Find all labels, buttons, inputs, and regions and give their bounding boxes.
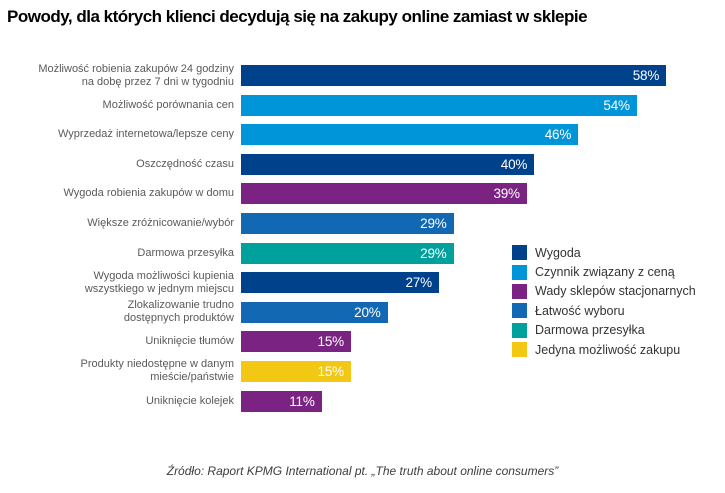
- category-label: Zlokalizowanie trudno dostępnych produktó…: [123, 299, 234, 325]
- bar-value-label: 46%: [544, 127, 572, 143]
- bar-track: 46%: [241, 124, 725, 146]
- bar-track: 29%: [241, 242, 725, 264]
- legend-swatch-icon: [512, 264, 527, 280]
- category-label: Darmowa przesyłka: [137, 246, 234, 259]
- legend-label: Darmowa przesyłka: [535, 323, 645, 338]
- bar-segment: 40%: [241, 153, 535, 175]
- bar-track: 54%: [241, 94, 725, 116]
- category-label: Wygoda możliwości kupienia wszystkiego w …: [84, 269, 234, 295]
- bar-row: Większe zróżnicowanie/wybór 29%: [0, 212, 725, 234]
- bar-track: 58%: [241, 65, 725, 86]
- bar-track: 29%: [241, 212, 725, 234]
- bar-track: 15%: [241, 360, 725, 382]
- bar-track: 20%: [241, 301, 725, 323]
- bar-row: Zlokalizowanie trudno dostępnych produktó…: [0, 299, 725, 325]
- legend-item: Wady sklepów stacjonarnych: [512, 282, 696, 301]
- bar-value-label: 29%: [420, 245, 447, 261]
- bar-track: 39%: [241, 183, 725, 205]
- bar-row: Oszczędność czasu 40%: [0, 153, 725, 175]
- category-label: Oszczędność czasu: [136, 157, 234, 170]
- legend-label: Jedyna możliwość zakupu: [535, 342, 681, 357]
- legend-item: Darmowa przesyłka: [512, 321, 696, 340]
- legend-item: Jedyna możliwość zakupu: [512, 340, 696, 359]
- bar-value-label: 58%: [632, 68, 660, 83]
- legend-swatch-icon: [512, 283, 527, 299]
- bar-segment: 11%: [241, 390, 322, 412]
- bar-value-label: 15%: [317, 363, 345, 379]
- bar-segment: 39%: [241, 183, 527, 205]
- legend-item: Wygoda: [512, 243, 696, 262]
- bar-segment: 20%: [241, 301, 388, 323]
- bar-segment: 27%: [241, 272, 439, 294]
- bar-row: Wyprzedaż internetowa/lepsze ceny 46%: [0, 124, 725, 146]
- category-label: Wyprzedaż internetowa/lepsze ceny: [58, 128, 234, 141]
- bar-row: Wygoda możliwości kupienia wszystkiego w …: [0, 269, 725, 295]
- legend-label: Wygoda: [535, 245, 581, 260]
- bar-segment: 15%: [241, 331, 351, 353]
- category-label: Możliwość robienia zakupów 24 godziny na …: [38, 62, 234, 88]
- bar-row: Możliwość robienia zakupów 24 godziny na …: [0, 62, 725, 88]
- bar-track: 40%: [241, 153, 725, 175]
- bar-chart: Możliwość robienia zakupów 24 godziny na …: [0, 62, 725, 420]
- legend-item: Czynnik związany z ceną: [512, 262, 696, 281]
- bar-value-label: 11%: [289, 393, 315, 409]
- bar-segment: 58%: [241, 65, 667, 86]
- category-label: Większe zróżnicowanie/wybór: [87, 216, 234, 229]
- legend-swatch-icon: [512, 342, 527, 358]
- bar-value-label: 15%: [317, 334, 345, 350]
- bar-segment: 29%: [241, 242, 454, 264]
- category-label: Wygoda robienia zakupów w domu: [63, 187, 235, 200]
- bar-row: Uniknięcie kolejek 11%: [0, 390, 725, 412]
- category-label: Produkty niedostępne w danym mieście/pańs…: [80, 358, 234, 384]
- legend-label: Łatwość wyboru: [535, 303, 625, 318]
- chart-title: Powody, dla których klienci decydują się…: [7, 7, 588, 26]
- category-label: Uniknięcie kolejek: [145, 394, 234, 407]
- bar-segment: 29%: [241, 212, 454, 234]
- source-note: Źródło: Raport KPMG International pt. „T…: [166, 464, 559, 478]
- bar-value-label: 27%: [405, 275, 432, 291]
- bar-row: Produkty niedostępne w danym mieście/pańs…: [0, 358, 725, 384]
- bar-row: Wygoda robienia zakupów w domu 39%: [0, 183, 725, 205]
- bar-row: Możliwość porównania cen 54%: [0, 94, 725, 116]
- bar-track: 27%: [241, 272, 725, 294]
- legend-swatch-icon: [512, 245, 527, 261]
- bar-segment: 46%: [241, 124, 579, 146]
- bar-value-label: 40%: [500, 156, 528, 172]
- bar-segment: 15%: [241, 360, 351, 382]
- legend-item: Łatwość wyboru: [512, 301, 696, 320]
- legend-swatch-icon: [512, 322, 527, 338]
- category-label: Uniknięcie tłumów: [145, 335, 234, 348]
- bar-value-label: 29%: [420, 215, 447, 231]
- legend-swatch-icon: [512, 303, 527, 319]
- bar-segment: 54%: [241, 94, 637, 116]
- bar-value-label: 39%: [493, 186, 520, 202]
- bar-track: 15%: [241, 331, 725, 353]
- bar-row: Uniknięcie tłumów 15%: [0, 331, 725, 353]
- bar-value-label: 20%: [354, 304, 381, 320]
- legend-label: Czynnik związany z ceną: [535, 265, 675, 280]
- bar-value-label: 54%: [603, 97, 630, 113]
- bar-track: 11%: [241, 390, 725, 412]
- bar-row: Darmowa przesyłka 29%: [0, 242, 725, 264]
- chart-legend: Wygoda Czynnik związany z ceną Wady sklepó…: [512, 243, 696, 359]
- legend-label: Wady sklepów stacjonarnych: [535, 284, 696, 299]
- category-label: Możliwość porównania cen: [102, 98, 234, 111]
